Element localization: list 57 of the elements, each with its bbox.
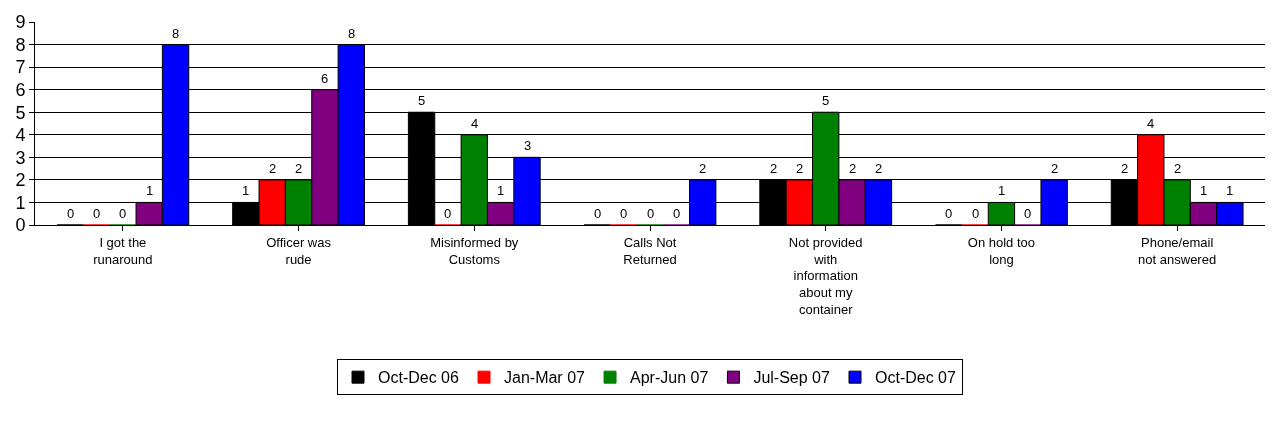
y-tick-label: 9 (15, 12, 26, 33)
data-label: 4 (1147, 116, 1155, 131)
data-label: 0 (620, 206, 628, 221)
legend-label: Jul-Sep 07 (753, 369, 830, 387)
data-label: 2 (699, 161, 707, 176)
data-label: 2 (849, 161, 857, 176)
data-label: 2 (295, 161, 303, 176)
data-label: 0 (945, 206, 953, 221)
y-tick-label: 6 (15, 79, 26, 100)
data-label: 6 (321, 71, 329, 86)
data-label: 3 (524, 138, 532, 153)
y-tick-label: 1 (15, 192, 26, 213)
data-label: 5 (418, 93, 426, 108)
data-label: 1 (1200, 183, 1208, 198)
x-tick-label: Not provided with information about my container (788, 234, 863, 318)
data-label: 0 (1024, 206, 1032, 221)
data-label: 5 (822, 93, 830, 108)
data-label: 2 (269, 161, 277, 176)
legend-label: Jan-Mar 07 (504, 369, 586, 387)
data-label: 0 (647, 206, 655, 221)
x-tick-label: Phone/email not answered (1138, 234, 1217, 267)
y-tick-label: 5 (15, 102, 26, 123)
legend-label: Oct-Dec 07 (875, 369, 957, 387)
data-label: 2 (796, 161, 804, 176)
data-label: 8 (172, 26, 180, 41)
y-tick-label: 3 (15, 147, 26, 168)
data-label: 4 (471, 116, 479, 131)
y-tick-label: 7 (15, 57, 26, 78)
data-label: 0 (93, 206, 101, 221)
x-tick-label: Officer was rude (266, 234, 332, 267)
y-tick-label: 8 (15, 34, 26, 55)
data-label: 2 (770, 161, 778, 176)
data-label: 2 (875, 161, 883, 176)
data-label: 2 (1051, 161, 1059, 176)
legend-label: Oct-Dec 06 (378, 369, 460, 387)
x-tick-label: I got the runaround (93, 234, 153, 267)
data-label: 1 (146, 183, 154, 198)
data-label: 1 (242, 183, 250, 198)
data-label: 0 (594, 206, 602, 221)
y-tick-label: 4 (15, 125, 26, 146)
data-label: 8 (348, 26, 356, 41)
x-tick-label: Calls Not Returned (623, 234, 677, 267)
data-label: 2 (1174, 161, 1182, 176)
data-label: 0 (444, 206, 452, 221)
y-tick-label: 2 (15, 170, 26, 191)
data-label: 0 (119, 206, 127, 221)
data-label: 1 (1226, 183, 1234, 198)
data-label: 2 (1121, 161, 1129, 176)
data-label: 1 (497, 183, 505, 198)
data-label: 0 (972, 206, 980, 221)
x-tick-label: On hold too long (967, 234, 1036, 267)
data-label: 0 (67, 206, 75, 221)
y-tick-label: 0 (15, 215, 26, 236)
data-label: 0 (673, 206, 681, 221)
legend-label: Apr-Jun 07 (630, 369, 709, 387)
data-label: 1 (998, 183, 1006, 198)
x-tick-label: Misinformed by Customs (430, 234, 519, 267)
